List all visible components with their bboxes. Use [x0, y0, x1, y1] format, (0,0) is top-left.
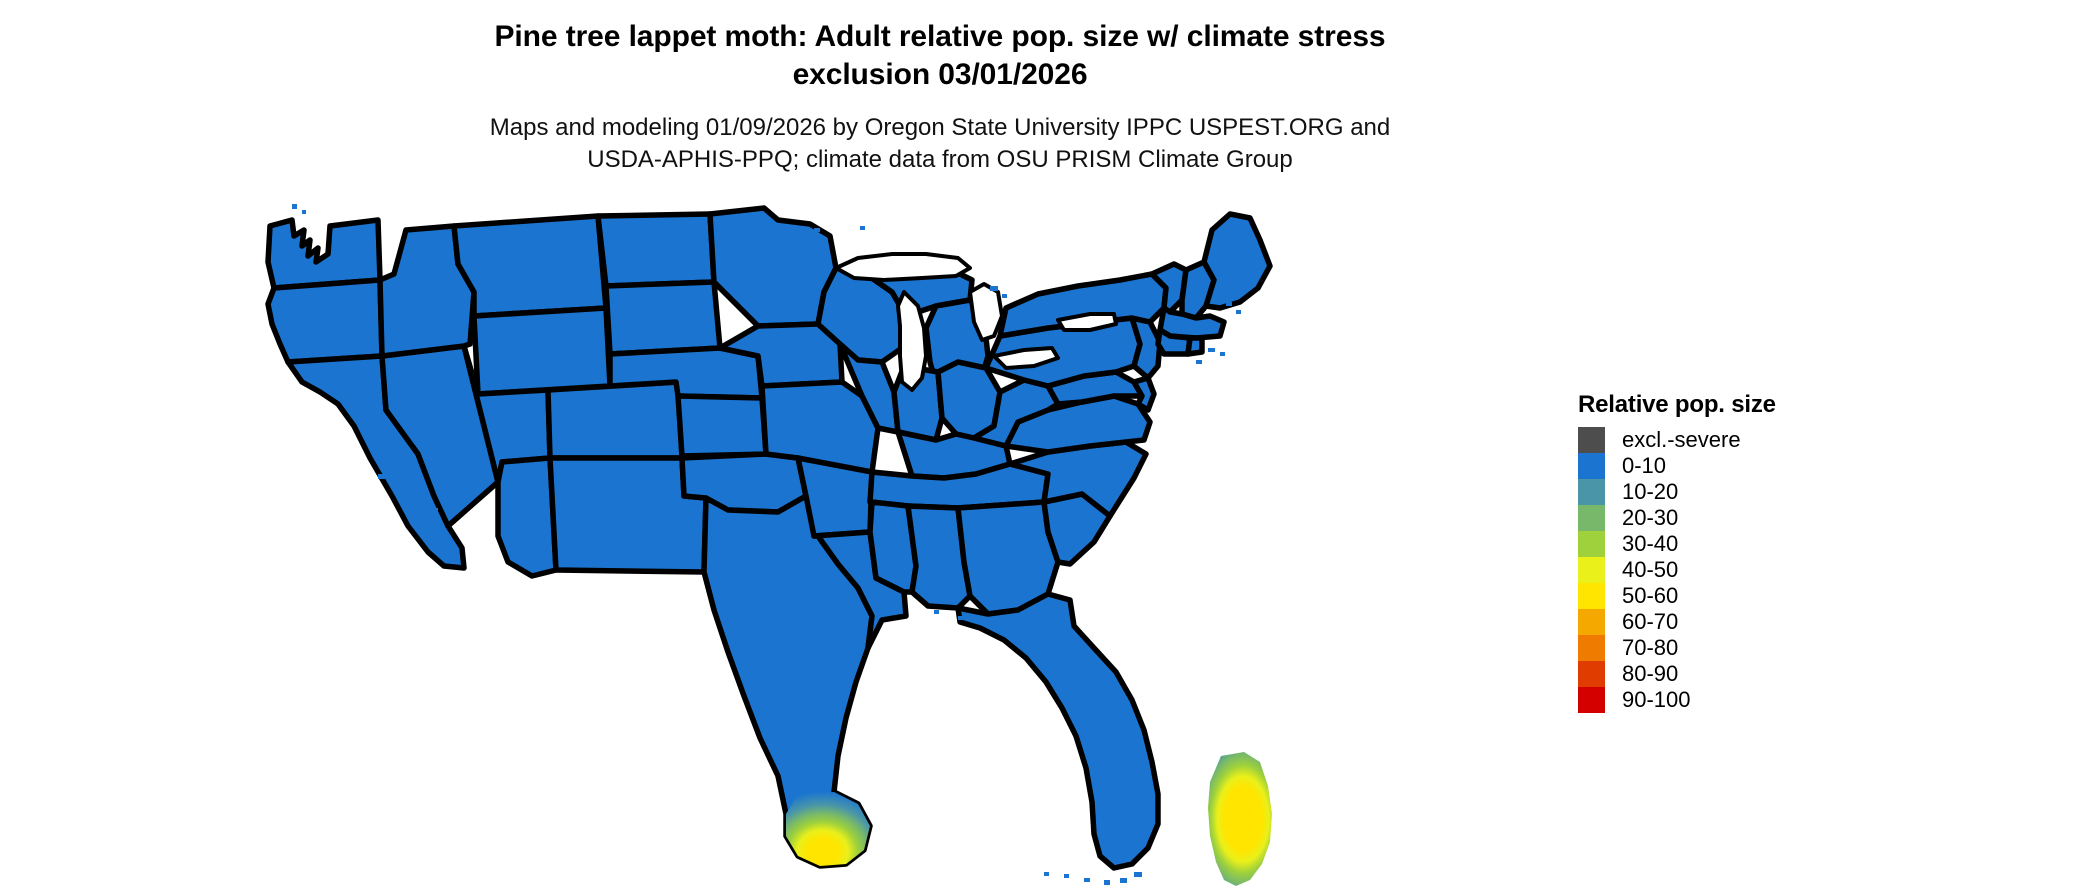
state-north-dakota[interactable] — [595, 211, 717, 289]
legend-row[interactable]: 50-60 — [1578, 583, 1908, 610]
legend-row[interactable]: 60-70 — [1578, 609, 1908, 636]
legend-row[interactable]: 80-90 — [1578, 661, 1908, 688]
great-lakes-layer — [834, 252, 1118, 392]
legend-row[interactable]: 10-20 — [1578, 479, 1908, 506]
hotspot-layer — [786, 752, 1272, 886]
state-oregon[interactable] — [265, 277, 385, 365]
state-wyoming[interactable] — [471, 305, 613, 397]
state-vermont[interactable] — [1149, 261, 1189, 315]
page-subtitle-line-2: USDA-APHIS-PPQ; climate data from OSU PR… — [587, 145, 1293, 173]
island-speck-keys — [1044, 872, 1049, 876]
island-speck — [814, 228, 820, 232]
island-speck — [1220, 352, 1225, 356]
state-rhode-island[interactable] — [1185, 335, 1205, 357]
state-montana[interactable] — [451, 213, 609, 319]
island-speck-keys — [1120, 878, 1127, 883]
legend-label: excl.-severe — [1622, 427, 1741, 453]
island-speck — [292, 204, 297, 209]
island-speck-keys — [1104, 880, 1110, 885]
legend-color-swatch — [1578, 453, 1605, 480]
lake-michigan — [896, 290, 928, 392]
legend-label: 0-10 — [1622, 453, 1667, 479]
state-kansas[interactable] — [675, 393, 769, 459]
state-west-virginia[interactable] — [971, 377, 1061, 449]
legend-label: 30-40 — [1622, 531, 1679, 557]
island-speck — [422, 500, 427, 506]
island-speck — [860, 226, 865, 230]
island-speck — [392, 478, 401, 482]
lake-huron — [968, 282, 1004, 342]
florida-hotspot — [1208, 752, 1272, 886]
island-specks-layer — [292, 204, 1241, 885]
island-speck-keys — [1084, 878, 1090, 882]
state-maine[interactable] — [1201, 211, 1273, 311]
legend-label: 90-100 — [1622, 687, 1691, 713]
island-speck — [1002, 294, 1007, 298]
state-arkansas[interactable] — [795, 455, 875, 539]
legend-color-swatch — [1578, 531, 1605, 558]
title-block: Pine tree lappet moth: Adult relative po… — [0, 18, 1880, 176]
island-speck — [934, 610, 939, 614]
legend-label: 10-20 — [1622, 479, 1679, 505]
legend-label: 20-30 — [1622, 505, 1679, 531]
legend-color-swatch — [1578, 687, 1605, 714]
state-south-dakota[interactable] — [603, 279, 723, 357]
legend-color-swatch — [1578, 583, 1605, 610]
legend-label: 80-90 — [1622, 661, 1679, 687]
legend-row[interactable]: excl.-severe — [1578, 427, 1908, 454]
legend-label: 70-80 — [1622, 635, 1679, 661]
island-speck — [1226, 302, 1232, 306]
island-speck-keys — [1064, 874, 1069, 878]
legend-label: 40-50 — [1622, 557, 1679, 583]
map-legend: Relative pop. size excl.-severe 0-10 10-20… — [1578, 391, 1908, 714]
island-speck — [302, 210, 306, 214]
island-speck — [408, 492, 414, 496]
lake-erie — [992, 346, 1060, 370]
legend-label: 50-60 — [1622, 583, 1679, 609]
page-subtitle-line-1: Maps and modeling 01/09/2026 by Oregon S… — [489, 113, 1391, 141]
legend-color-swatch — [1578, 557, 1605, 584]
us-choropleth-map — [265, 204, 1273, 886]
us-map-container — [258, 196, 1568, 886]
legend-color-swatch — [1578, 635, 1605, 662]
legend-row[interactable]: 40-50 — [1578, 557, 1908, 584]
legend-color-swatch — [1578, 427, 1605, 454]
state-florida[interactable] — [955, 591, 1161, 871]
legend-color-swatch — [1578, 505, 1605, 532]
island-speck — [1208, 348, 1215, 352]
legend-label: 60-70 — [1622, 609, 1679, 635]
legend-title: Relative pop. size — [1578, 391, 1776, 418]
island-speck — [434, 508, 438, 513]
lake-ontario — [1056, 312, 1118, 332]
legend-row[interactable]: 70-80 — [1578, 635, 1908, 662]
island-speck — [958, 616, 964, 620]
island-speck-keys — [1134, 872, 1142, 877]
south-texas-hotspot — [786, 792, 870, 866]
legend-row[interactable]: 90-100 — [1578, 687, 1908, 714]
page-title: Pine tree lappet moth: Adult relative po… — [0, 18, 1880, 94]
state-colorado[interactable] — [545, 379, 685, 461]
legend-items: excl.-severe 0-10 10-20 20-30 30-40 40-50 50-6… — [1578, 427, 1908, 714]
page-title-line-1: Pine tree lappet moth: Adult relative po… — [494, 20, 1386, 53]
page-title-line-2: exclusion 03/01/2026 — [792, 57, 1088, 91]
lake-superior — [834, 252, 972, 282]
page-subtitle: Maps and modeling 01/09/2026 by Oregon S… — [0, 112, 1880, 176]
state-arizona[interactable] — [495, 455, 559, 579]
island-speck — [1236, 310, 1241, 314]
island-speck — [378, 474, 385, 479]
legend-row[interactable]: 30-40 — [1578, 531, 1908, 558]
island-speck — [794, 562, 800, 566]
legend-color-swatch — [1578, 479, 1605, 506]
state-new-jersey[interactable] — [1129, 315, 1163, 381]
island-speck — [990, 286, 998, 291]
legend-row[interactable]: 20-30 — [1578, 505, 1908, 532]
legend-row[interactable]: 0-10 — [1578, 453, 1908, 480]
legend-color-swatch — [1578, 609, 1605, 636]
legend-color-swatch — [1578, 661, 1605, 688]
island-speck — [1196, 360, 1202, 364]
